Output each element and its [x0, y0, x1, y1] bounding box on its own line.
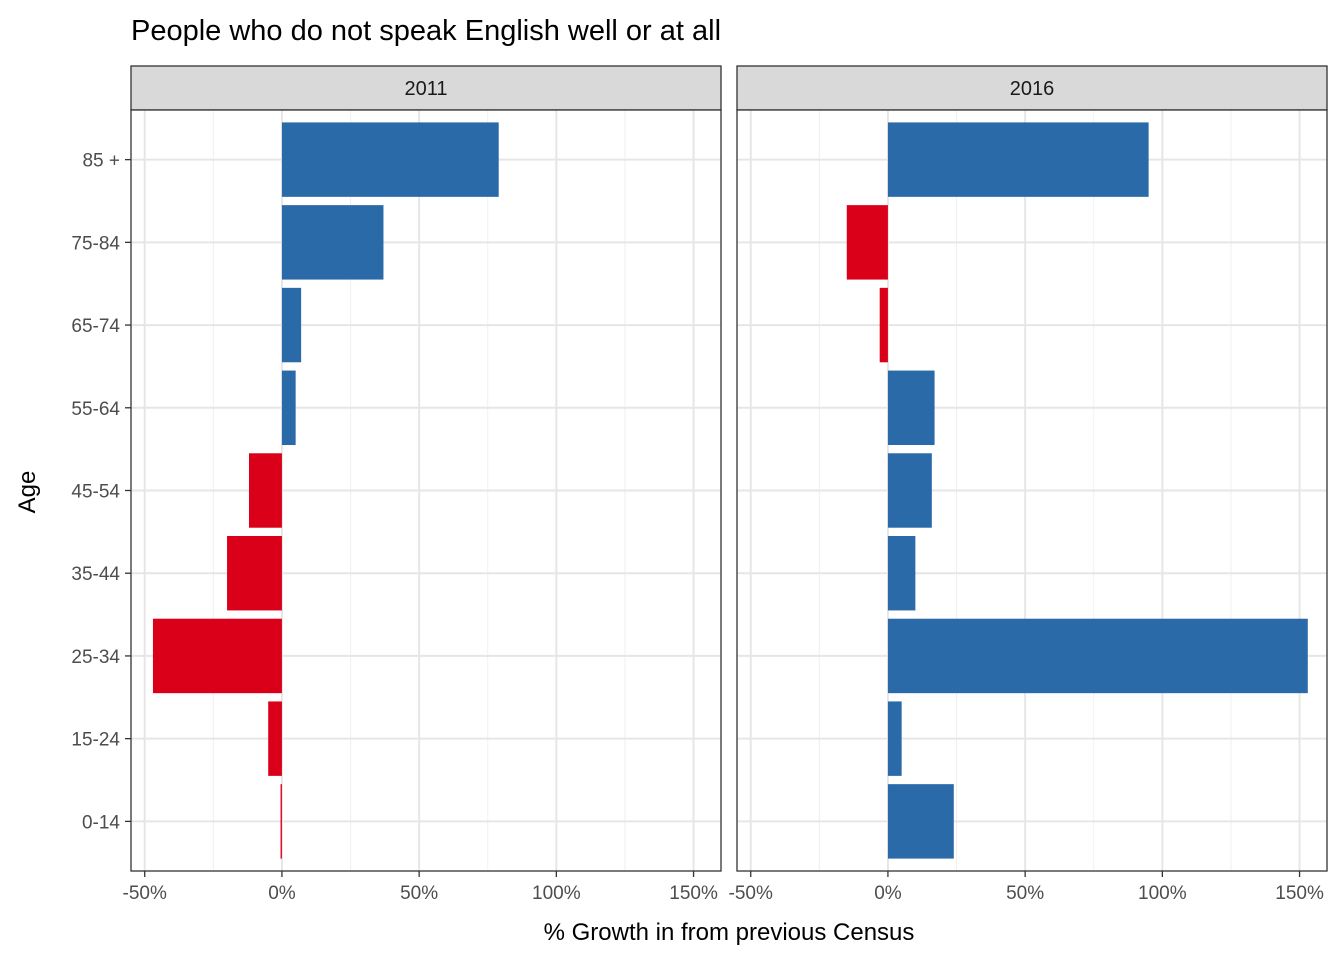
- panels: 2011 -50% 0% 50% 100% 150% 2016 -50% 0% 50% 100% 15…: [123, 65, 1328, 904]
- y-tick-label: 55-64: [71, 399, 120, 420]
- bar-2011-35-44: [227, 535, 282, 611]
- bar-2016-0-14: [887, 784, 954, 859]
- x-tick-label: 100%: [1138, 883, 1187, 904]
- y-tick-label: 45-54: [71, 482, 120, 503]
- y-tick-label: 35-44: [71, 564, 120, 585]
- facet-strip: [130, 65, 722, 111]
- y-tick-label: 65-74: [71, 316, 120, 337]
- x-tick-label: -50%: [123, 883, 167, 904]
- y-axis: 0-14 15-24 25-34 35-44 45-54 55-64 65-74 75-84 8…: [71, 151, 131, 833]
- x-tick-label: 0%: [268, 883, 296, 904]
- facet-label: 2016: [1010, 78, 1055, 100]
- panel-2016: 2016 -50% 0% 50% 100% 150%: [729, 65, 1328, 904]
- x-tick-label: 150%: [669, 883, 718, 904]
- panel-border: [736, 109, 1328, 872]
- x-tick-label: 100%: [532, 883, 581, 904]
- bar-2016-15-24: [887, 701, 902, 776]
- x-tick-label: 50%: [400, 883, 438, 904]
- panel-2011: 2011 -50% 0% 50% 100% 150%: [123, 65, 722, 904]
- bar-2011-75-84: [281, 205, 384, 280]
- bar-2011-15-24: [268, 701, 282, 776]
- y-tick-label: 25-34: [71, 647, 120, 668]
- x-tick-label: -50%: [729, 883, 773, 904]
- y-tick-label: 75-84: [71, 233, 120, 254]
- y-tick-label: 85 +: [82, 151, 120, 172]
- x-tick-label: 50%: [1006, 883, 1044, 904]
- bar-2011-25-34: [152, 618, 282, 694]
- x-tick-label: 150%: [1275, 883, 1324, 904]
- bar-2011-45-54: [249, 453, 282, 528]
- bar-2016-85: [887, 122, 1149, 197]
- bar-2016-55-64: [887, 370, 935, 446]
- bar-2016-45-54: [887, 453, 932, 528]
- y-tick-label: 0-14: [82, 812, 120, 833]
- bar-2016-75-84: [846, 205, 888, 280]
- bar-2016-25-34: [887, 618, 1308, 694]
- chart-title: People who do not speak English well or …: [131, 15, 721, 47]
- facet-label: 2011: [404, 78, 447, 100]
- bar-2011-0-14: [280, 784, 282, 859]
- facet-strip: [736, 65, 1328, 111]
- bar-2011-85: [281, 122, 499, 197]
- x-axis-title: % Growth in from previous Census: [544, 919, 915, 946]
- bar-2011-65-74: [281, 287, 302, 363]
- bar-2016-35-44: [887, 535, 916, 611]
- x-tick-label: 0%: [874, 883, 902, 904]
- bar-2016-65-74: [879, 287, 888, 363]
- y-axis-title: Age: [14, 471, 41, 514]
- y-tick-label: 15-24: [71, 730, 120, 751]
- bar-2011-55-64: [281, 370, 296, 446]
